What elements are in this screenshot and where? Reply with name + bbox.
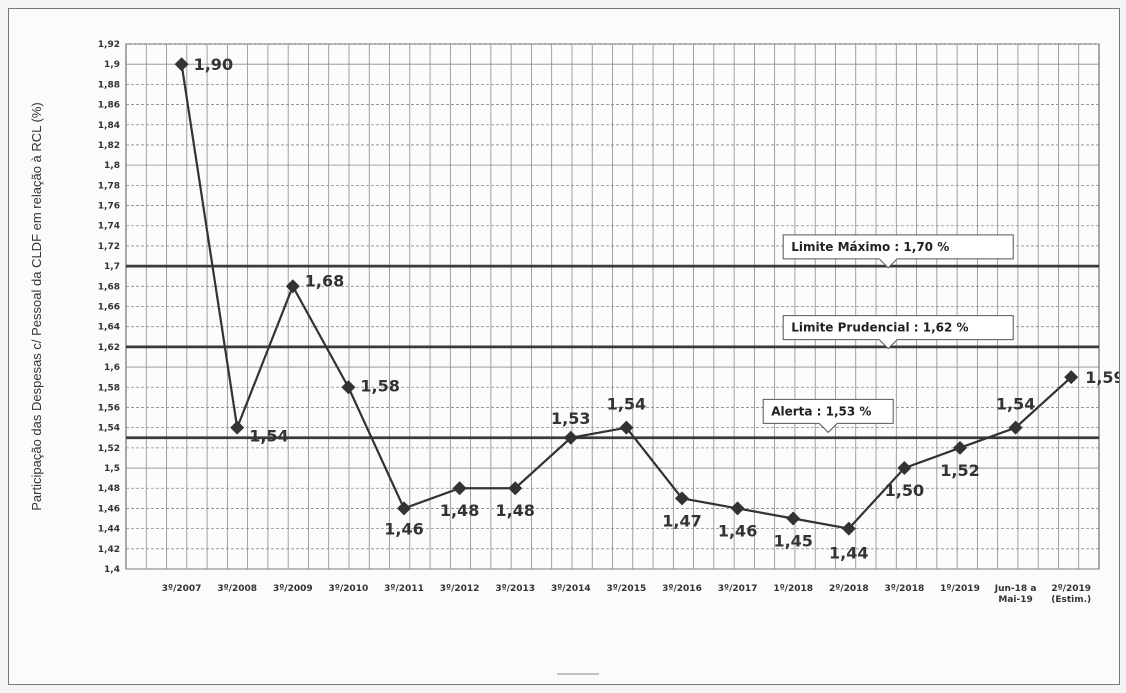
data-point [1064, 370, 1079, 385]
x-tick-label: 3º/2009 [273, 584, 313, 594]
data-label: 1,59 [1085, 368, 1119, 387]
data-label: 1,44 [829, 544, 868, 563]
data-label: 1,68 [305, 271, 344, 290]
y-tick-label: 1,82 [98, 141, 120, 151]
data-point [341, 380, 356, 395]
data-label: 1,52 [940, 461, 979, 480]
data-label: 1,54 [996, 395, 1035, 414]
x-tick-label: 2º/2018 [829, 584, 869, 594]
x-tick-label: 3º/2010 [329, 584, 369, 594]
data-point [174, 57, 189, 72]
y-tick-label: 1,62 [98, 343, 120, 353]
y-tick-label: 1,44 [98, 525, 120, 535]
x-tick-label: 3º/2013 [495, 584, 535, 594]
callout-box [782, 234, 1014, 269]
data-label: 1,90 [194, 55, 233, 74]
data-labels: 1,90 1,54 1,68 1,58 1,46 1,48 1,48 1,53 1,54 1,47… [194, 55, 1119, 562]
y-tick-label: 1,78 [98, 181, 120, 191]
data-point [730, 501, 745, 516]
y-axis-ticks: 1,4 1,42 1,44 1,46 1,48 1,5 1,52 1,54 1,56 1,58 1,… [98, 40, 120, 575]
data-point [1008, 420, 1023, 435]
callout-box [782, 315, 1014, 350]
x-tick-label: Mai-19 [998, 595, 1032, 605]
data-label: 1,54 [607, 395, 646, 414]
reference-callout: Alerta : 1,53 % [762, 398, 894, 434]
reference-label: Limite Prudencial : 1,62 % [791, 321, 968, 335]
x-tick-label: 3º/2007 [162, 584, 202, 594]
y-tick-label: 1,86 [98, 101, 120, 111]
data-point [508, 481, 523, 496]
y-tick-label: 1,8 [104, 161, 120, 171]
line-chart: 1,41,421,441,461,481,51,521,541,561,581,… [29, 40, 1119, 675]
data-label: 1,53 [551, 409, 590, 428]
y-tick-label: 1,68 [98, 282, 120, 292]
y-tick-label: 1,5 [104, 464, 120, 474]
y-tick-label: 1,42 [98, 545, 120, 555]
data-point [563, 430, 578, 445]
y-tick-label: 1,88 [98, 80, 120, 90]
data-label: 1,46 [384, 519, 423, 538]
y-tick-label: 1,9 [104, 60, 120, 70]
data-label: 1,47 [662, 511, 701, 530]
x-tick-label: 2º/2019 [1051, 584, 1091, 594]
data-point [452, 481, 467, 496]
y-tick-label: 1,64 [98, 323, 120, 333]
callout-box [762, 398, 894, 434]
data-label: 1,48 [495, 501, 534, 520]
y-tick-label: 1,7 [104, 262, 120, 272]
y-tick-label: 1,72 [98, 242, 120, 252]
data-point [675, 491, 689, 506]
data-point [953, 440, 967, 455]
x-tick-label: 3º/2016 [662, 584, 702, 594]
data-label: 1,58 [360, 376, 399, 395]
x-tick-label: 3º/2018 [885, 584, 925, 594]
y-tick-label: 1,4 [104, 565, 120, 575]
x-tick-label: 3º/2015 [607, 584, 647, 594]
data-label: 1,45 [773, 532, 812, 551]
y-axis-label: Participação das Despesas c/ Pessoal da … [29, 102, 44, 510]
x-tick-label: 3º/2017 [718, 584, 758, 594]
y-tick-label: 1,48 [98, 484, 120, 494]
x-tick-label: 1º/2019 [940, 584, 980, 594]
reference-lines: Limite Máximo : 1,70 % Limite Prudencial … [126, 234, 1099, 440]
data-label: 1,46 [718, 521, 757, 540]
x-axis-ticks: 3º/2007 3º/2008 3º/2009 3º/2010 3º/2011 3º/20… [162, 584, 1091, 605]
x-tick-label: 3º/2011 [384, 584, 424, 594]
y-tick-label: 1,74 [98, 222, 120, 232]
data-point [619, 420, 634, 435]
y-tick-label: 1,46 [98, 504, 120, 514]
y-tick-label: 1,66 [98, 303, 120, 313]
data-point [897, 461, 912, 476]
data-point [230, 420, 245, 435]
x-tick-label: Jun-18 a [994, 584, 1037, 594]
x-tick-label: 3º/2012 [440, 584, 480, 594]
x-tick-label: (Estim.) [1051, 595, 1091, 605]
y-tick-label: 1,76 [98, 202, 120, 212]
y-tick-label: 1,84 [98, 121, 120, 131]
data-point [841, 521, 856, 536]
data-label: 1,54 [249, 427, 288, 446]
reference-label: Alerta : 1,53 % [771, 404, 871, 418]
data-label: 1,48 [440, 501, 479, 520]
y-tick-label: 1,6 [104, 363, 120, 373]
chart-frame: 1,4 1,42 1,44 1,46 1,48 1,5 1,52 1,54 1,56 1,58 1,… [8, 8, 1120, 685]
y-tick-label: 1,56 [98, 403, 120, 413]
x-tick-label: 1º/2018 [773, 584, 813, 594]
data-point [786, 511, 801, 526]
y-tick-label: 1,92 [98, 40, 120, 50]
reference-callout: Limite Máximo : 1,70 % [782, 234, 1014, 269]
grid [125, 43, 1100, 570]
x-tick-label: 3º/2008 [217, 584, 257, 594]
data-series [174, 57, 1079, 536]
x-tick-label: 3º/2014 [551, 584, 591, 594]
reference-callout: Limite Prudencial : 1,62 % [782, 315, 1014, 350]
data-point [397, 501, 411, 516]
y-tick-label: 1,58 [98, 383, 120, 393]
data-point [285, 279, 300, 294]
y-tick-label: 1,52 [98, 444, 120, 454]
reference-label: Limite Máximo : 1,70 % [791, 240, 949, 254]
y-tick-label: 1,54 [98, 424, 120, 434]
data-label: 1,50 [885, 481, 924, 500]
